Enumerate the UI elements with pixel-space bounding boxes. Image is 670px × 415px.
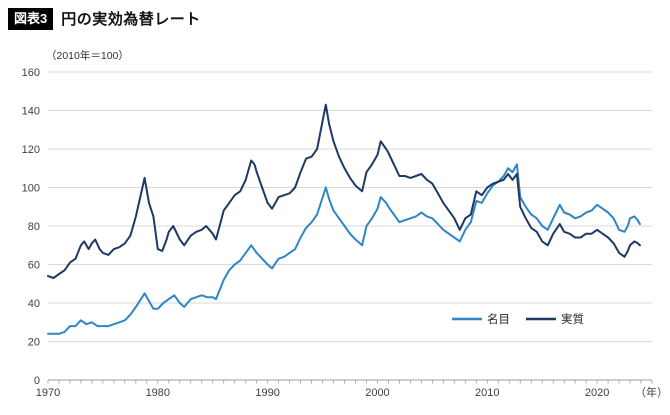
legend-label-0: 名目: [487, 312, 510, 326]
y-tick-label: 60: [28, 260, 40, 272]
x-tick-label: 2010: [475, 387, 499, 399]
x-tick-label: 1970: [36, 387, 60, 399]
axis-unit-note: （2010年＝100）: [46, 50, 129, 62]
figure-number-badge: 図表3: [8, 8, 54, 30]
y-tick-label: 120: [22, 144, 40, 156]
y-tick-label: 140: [22, 106, 40, 118]
series-line-1: [47, 103, 641, 279]
x-tick-label: 1990: [255, 387, 279, 399]
series-line-0: [47, 163, 641, 335]
y-tick-label: 160: [22, 67, 40, 79]
x-tick-label: 1980: [146, 387, 170, 399]
y-tick-label: 40: [28, 298, 40, 310]
x-tick-label: 2020: [585, 387, 609, 399]
figure-header: 図表3 円の実効為替レート: [8, 8, 201, 30]
x-tick-label: 2000: [365, 387, 389, 399]
legend-label-1: 実質: [561, 312, 584, 326]
y-tick-label: 0: [34, 375, 40, 387]
chart-title: 円の実効為替レート: [61, 11, 201, 29]
y-tick-label: 20: [28, 337, 40, 349]
y-tick-label: 100: [22, 183, 40, 195]
x-unit-label: （年）: [635, 385, 668, 399]
y-tick-label: 80: [28, 221, 40, 233]
